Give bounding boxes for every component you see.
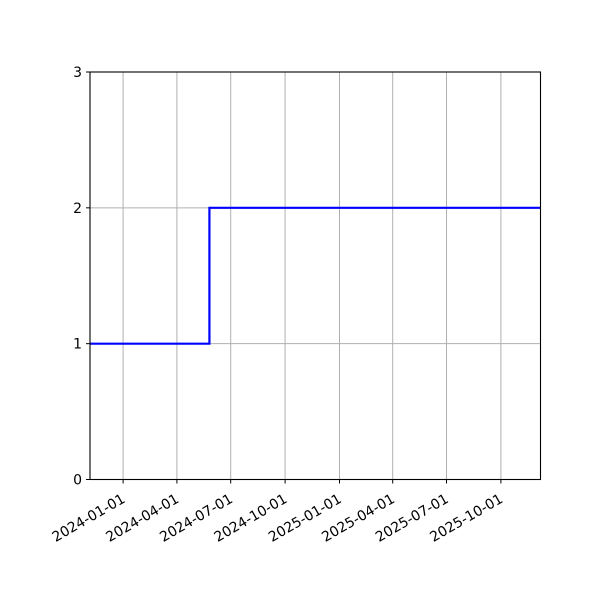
axes-spines: [89, 71, 542, 481]
y-tick-label: 2: [73, 201, 82, 217]
data-step-line: [90, 206, 541, 345]
y-tick-label: 0: [73, 473, 82, 489]
y-tick-label: 1: [73, 337, 82, 353]
y-tick-label: 3: [73, 65, 82, 81]
